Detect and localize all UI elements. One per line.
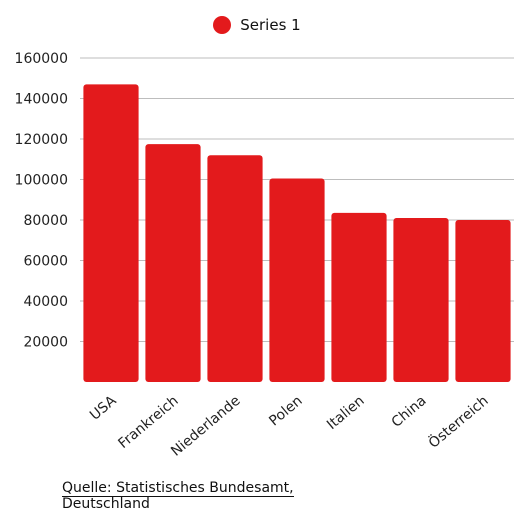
x-tick-label: Italien: [324, 393, 368, 433]
y-tick-label: 100000: [15, 173, 68, 189]
x-tick-label: China: [389, 393, 430, 431]
legend-label: Series 1: [240, 16, 301, 34]
x-tick-label: Frankreich: [115, 393, 181, 452]
legend: Series 1: [0, 14, 514, 36]
x-tick-label: USA: [87, 393, 120, 424]
bar: [331, 212, 387, 382]
y-tick-label: 160000: [15, 51, 68, 67]
bar: [207, 155, 263, 382]
bars: [83, 84, 511, 382]
x-tick-label: Österreich: [424, 391, 491, 451]
bar: [83, 84, 139, 382]
source-line-2: Deutschland: [62, 496, 150, 512]
legend-swatch: [213, 16, 232, 34]
y-tick-label: 80000: [23, 213, 68, 229]
bar: [269, 178, 325, 382]
y-tick-label: 40000: [23, 294, 68, 310]
y-tick-label: 120000: [15, 132, 68, 148]
bar: [455, 220, 511, 382]
bar: [145, 144, 201, 382]
y-tick-label: 20000: [23, 335, 68, 351]
x-tick-label: Polen: [266, 393, 305, 430]
bar: [393, 217, 449, 382]
y-axis-ticks: 20000 40000 60000 80000 100000 120000 140000 16…: [15, 51, 68, 351]
source-line-1: Quelle: Statistisches Bundesamt,: [62, 480, 294, 497]
source-note: Quelle: Statistisches Bundesamt, Deutsch…: [62, 481, 362, 512]
y-tick-label: 60000: [23, 254, 68, 270]
y-tick-label: 140000: [15, 92, 68, 108]
